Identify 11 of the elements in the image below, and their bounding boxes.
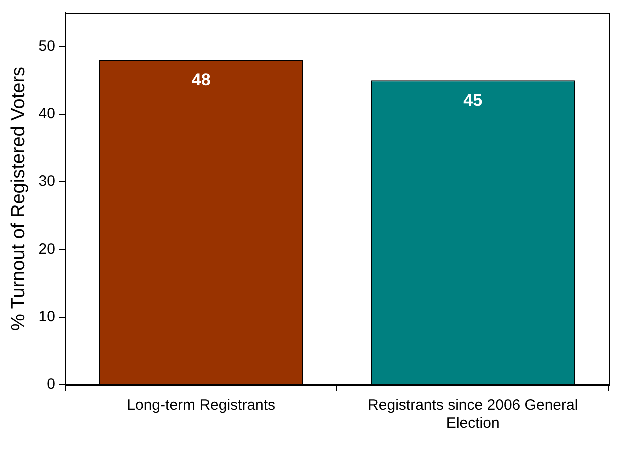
- y-tick-label: 50: [38, 38, 56, 55]
- y-tick-label: 20: [38, 240, 56, 258]
- data-label: 48: [192, 70, 211, 90]
- y-tick-label: 0: [47, 376, 56, 394]
- y-axis-title: % Turnout of Registered Voters: [8, 66, 30, 332]
- data-label: 45: [464, 90, 483, 110]
- x-tick-label: Registrants since 2006 General Election: [368, 397, 578, 432]
- y-tick-label: 10: [38, 308, 56, 326]
- y-tick-label: 30: [38, 173, 56, 190]
- x-tick-label: Long-term Registrants: [127, 397, 276, 414]
- y-tick-label: 40: [38, 106, 56, 123]
